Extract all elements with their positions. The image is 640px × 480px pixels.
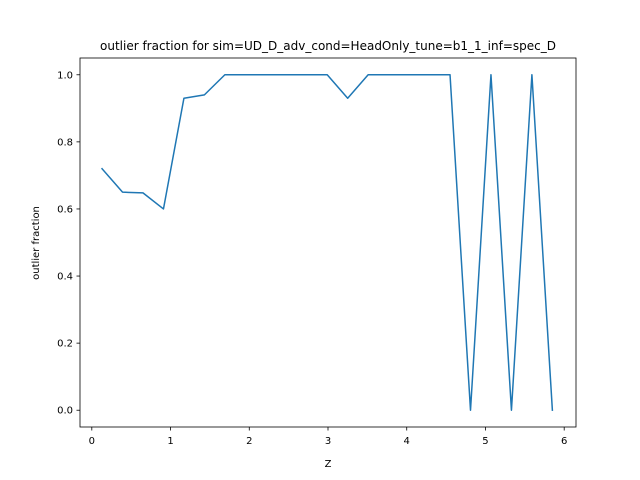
y-tick-label: 0.0 — [57, 406, 73, 417]
plot-area — [100, 74, 554, 412]
chart-title: outlier fraction for sim=UD_D_adv_cond=H… — [100, 39, 556, 53]
axes: 0 1 2 3 4 5 6 0.0 0.2 0.4 0.6 0.8 1.0 — [57, 57, 577, 447]
y-tick-label: 0.4 — [57, 272, 73, 283]
series-line-0 — [100, 74, 554, 412]
y-tick-label: 0.2 — [57, 339, 73, 350]
x-tick-label: 5 — [482, 436, 488, 447]
x-axis-label: Z — [325, 459, 332, 470]
x-tick-label: 4 — [404, 436, 410, 447]
y-tick-label: 1.0 — [57, 70, 73, 81]
x-tick-label: 3 — [325, 436, 331, 447]
x-tick-label: 6 — [561, 436, 567, 447]
y-tick-label: 0.8 — [57, 137, 73, 148]
y-tick-label: 0.6 — [57, 204, 73, 215]
y-axis-label: outlier fraction — [31, 206, 42, 280]
x-tick-label: 1 — [167, 436, 173, 447]
x-tick-label: 0 — [89, 436, 95, 447]
x-tick-label: 2 — [246, 436, 252, 447]
